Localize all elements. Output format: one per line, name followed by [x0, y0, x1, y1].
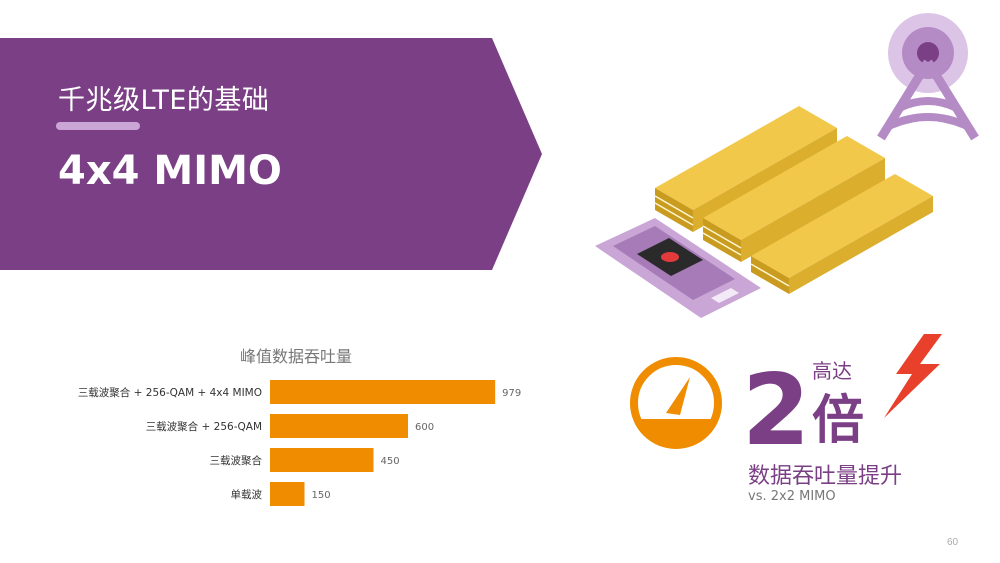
mimo-illustration	[595, 13, 979, 318]
slide-title: 4x4 MIMO	[58, 148, 282, 194]
category-label: 三载波聚合 + 256-QAM	[146, 420, 262, 433]
title-banner	[0, 38, 545, 270]
callout-number: 2	[742, 354, 811, 468]
slide-subtitle: 千兆级LTE的基础	[58, 85, 270, 116]
data-label: 150	[312, 490, 331, 501]
data-label: 450	[381, 456, 400, 467]
callout-text: 数据吞吐量提升	[748, 464, 903, 489]
callout-prefix: 高达	[812, 359, 852, 383]
chart-title: 峰值数据吞吐量	[240, 347, 353, 366]
callout-unit: 倍	[812, 391, 865, 451]
data-label: 600	[415, 422, 434, 433]
data-label: 979	[502, 388, 521, 399]
throughput-bar-chart: 三载波聚合 + 256-QAM + 4x4 MIMO 979 三载波聚合 + 256…	[78, 380, 521, 506]
callout-comparison: vs. 2x2 MIMO	[748, 489, 836, 504]
category-label: 三载波聚合 + 256-QAM + 4x4 MIMO	[78, 386, 262, 399]
tower-icon	[877, 13, 979, 141]
smartphone-icon	[595, 218, 761, 318]
lightning-icon	[884, 334, 942, 418]
gauge-icon	[630, 357, 722, 449]
subtitle-underline	[56, 122, 140, 130]
category-label: 三载波聚合	[210, 454, 263, 467]
page-number: 60	[947, 537, 959, 548]
category-label: 单载波	[231, 488, 263, 501]
banner-shape	[0, 38, 542, 270]
bar	[270, 482, 305, 506]
bar	[270, 414, 408, 438]
antenna-panels	[654, 106, 933, 294]
bar	[270, 380, 496, 404]
bar	[270, 448, 374, 472]
